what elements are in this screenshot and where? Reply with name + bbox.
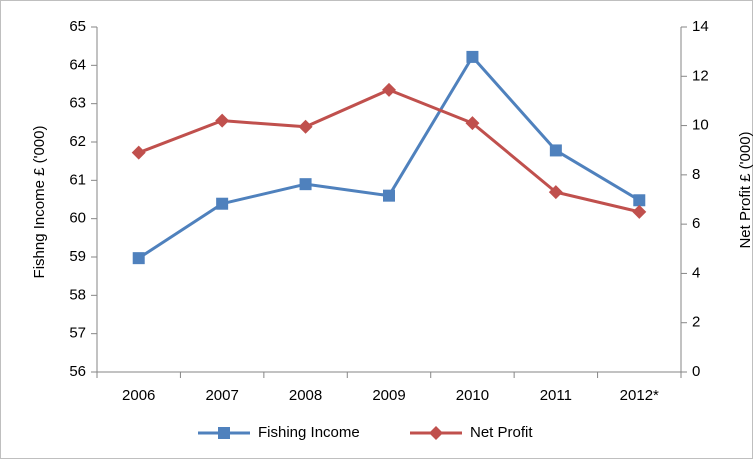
- fishing-income-point: [132, 252, 145, 265]
- legend-net-profit-marker: [429, 426, 443, 440]
- net-profit-point: [382, 82, 396, 97]
- fishing-income-point: [383, 189, 395, 202]
- net-profit-point: [632, 204, 647, 219]
- x-tick-label: 2011: [540, 387, 572, 404]
- y-tick-label: 60: [69, 210, 86, 227]
- legend-fishing-income-marker: [218, 427, 230, 439]
- y-tick-label: 62: [69, 133, 86, 150]
- y-tick-label: 56: [69, 363, 86, 380]
- y2-tick-label: 6: [692, 215, 700, 232]
- y-tick-label: 57: [69, 325, 86, 342]
- y-tick-label: 58: [69, 286, 86, 303]
- x-tick-label: 2009: [372, 387, 405, 404]
- y2-tick-label: 12: [692, 67, 709, 84]
- y-axis-title: Fishng Income £ ('000): [31, 126, 48, 279]
- x-tick-label: 2006: [122, 387, 155, 404]
- y2-tick-label: 2: [692, 314, 700, 331]
- fishing-income-point: [216, 197, 229, 210]
- y-tick-label: 61: [69, 171, 86, 188]
- x-tick-label: 2007: [205, 387, 238, 404]
- y2-tick-label: 10: [692, 117, 709, 134]
- fishing-income-point: [299, 178, 312, 191]
- net-profit-point: [131, 145, 146, 160]
- axes-group: 56 57 58 59 60 61 62 63 64 65 0 2 4 6 8 10 12 14 2006 2007 2…: [69, 18, 708, 404]
- y2-tick-label: 8: [692, 166, 700, 183]
- net-profit-point: [548, 185, 563, 200]
- legend: Fishing Income Net Profit: [198, 424, 533, 441]
- legend-net-profit-label: Net Profit: [470, 424, 533, 441]
- x-tick-label: 2010: [456, 387, 489, 404]
- y2-tick-label: 0: [692, 363, 700, 380]
- x-tick-label: 2012*: [620, 387, 659, 404]
- net-profit-point: [215, 113, 230, 128]
- series-group: [131, 50, 647, 265]
- legend-fishing-income-label: Fishing Income: [258, 424, 360, 441]
- y2-axis-title: Net Profit £ ('000): [737, 131, 753, 248]
- fishing-income-point: [549, 144, 562, 157]
- fishing-income-point: [633, 194, 646, 207]
- y-tick-label: 65: [69, 18, 86, 35]
- net-profit-point: [298, 119, 313, 134]
- y2-tick-label: 14: [692, 18, 709, 35]
- net-profit-point: [465, 116, 480, 131]
- y2-tick-label: 4: [692, 264, 700, 281]
- y-tick-label: 64: [69, 56, 86, 73]
- x-tick-label: 2008: [289, 387, 322, 404]
- y-tick-label: 59: [69, 248, 86, 265]
- fishing-income-point: [466, 50, 479, 63]
- y-tick-label: 63: [69, 95, 86, 112]
